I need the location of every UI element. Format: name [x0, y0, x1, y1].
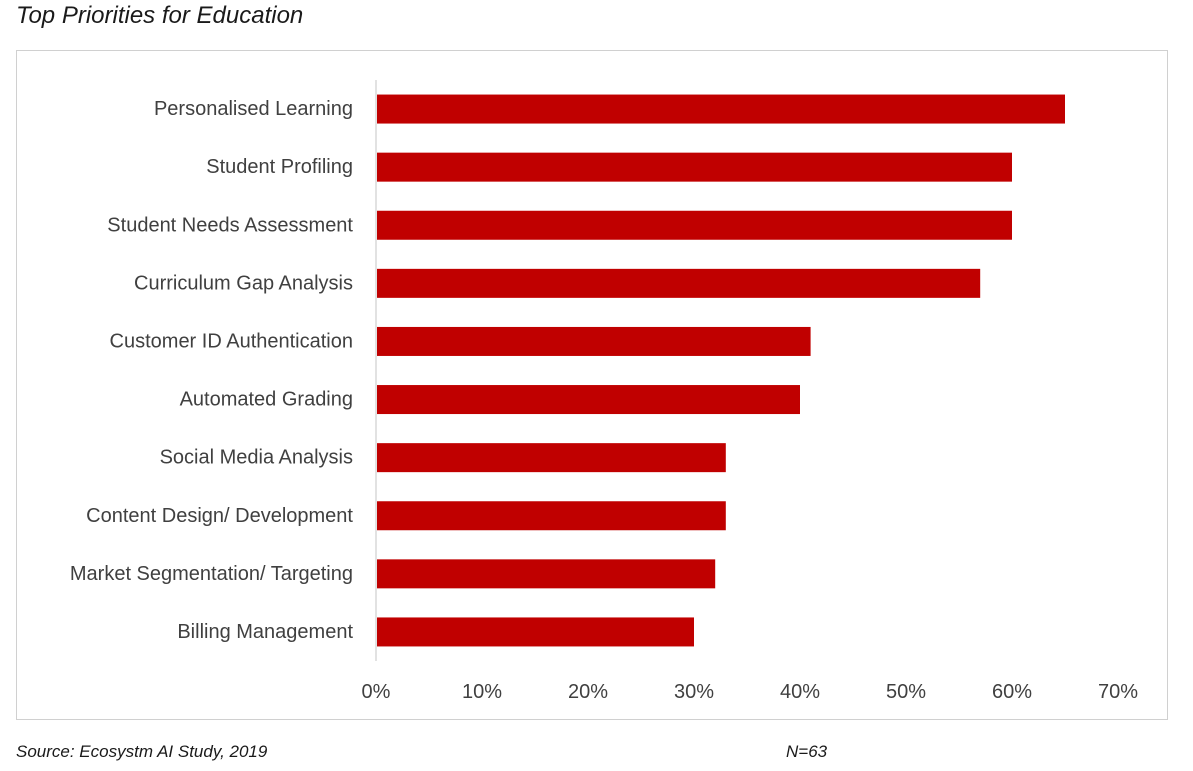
x-tick-label: 30% — [674, 681, 714, 703]
x-tick-label: 70% — [1098, 681, 1138, 703]
bar-5 — [377, 326, 811, 356]
category-label: Market Segmentation/ Targeting — [70, 563, 353, 585]
category-label: Customer ID Authentication — [110, 330, 353, 352]
bar-7 — [377, 443, 726, 473]
x-tick-label: 20% — [568, 681, 608, 703]
chart-title: Top Priorities for Education — [16, 2, 304, 29]
x-tick-label: 40% — [780, 681, 820, 703]
category-label: Student Profiling — [206, 156, 353, 178]
bar-6 — [377, 385, 800, 415]
source-note: Source: Ecosystm AI Study, 2019 — [16, 742, 268, 761]
category-label: Personalised Learning — [154, 98, 353, 120]
category-label: Automated Grading — [180, 389, 353, 411]
category-label: Billing Management — [177, 621, 353, 643]
bar-10 — [377, 617, 694, 647]
bar-2 — [377, 152, 1012, 182]
category-label: Student Needs Assessment — [107, 214, 353, 236]
chart-frame — [16, 50, 1168, 720]
bar-1 — [377, 94, 1065, 124]
sample-size-note: N=63 — [786, 742, 828, 761]
category-label: Social Media Analysis — [160, 447, 353, 469]
bar-9 — [377, 559, 716, 589]
x-tick-label: 10% — [462, 681, 502, 703]
category-label: Curriculum Gap Analysis — [134, 272, 353, 294]
x-tick-label: 0% — [362, 681, 391, 703]
x-tick-label: 60% — [992, 681, 1032, 703]
bar-3 — [377, 210, 1012, 240]
bar-8 — [377, 501, 726, 531]
category-label: Content Design/ Development — [86, 505, 353, 527]
bar-4 — [377, 268, 981, 298]
x-tick-label: 50% — [886, 681, 926, 703]
